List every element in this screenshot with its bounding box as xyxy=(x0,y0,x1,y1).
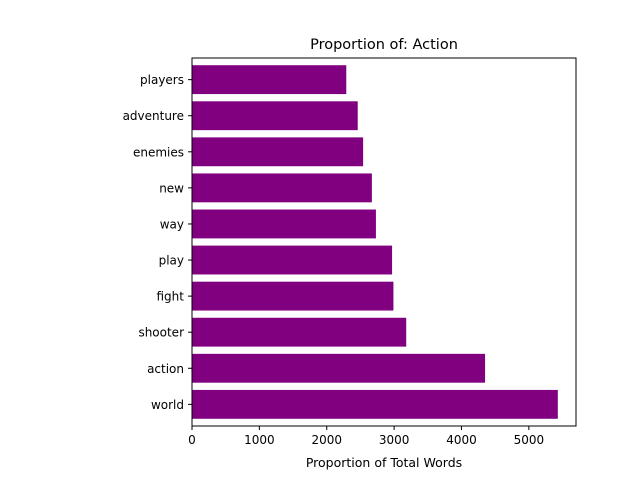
y-tick-label: players xyxy=(140,73,184,87)
x-axis-ticks: 0 1000 2000 3000 4000 5000 xyxy=(188,426,544,447)
bar-adventure xyxy=(192,101,358,131)
bar-way xyxy=(192,209,376,239)
y-axis-ticks: world action shooter fight play way new enemies… xyxy=(123,73,192,412)
x-axis-label: Proportion of Total Words xyxy=(306,455,462,470)
y-tick-label: fight xyxy=(157,290,185,304)
y-tick-label: enemies xyxy=(133,145,184,159)
plot-frame xyxy=(191,57,577,427)
y-tick-label: shooter xyxy=(138,326,184,340)
y-tick-label: adventure xyxy=(123,109,184,123)
bar-shooter xyxy=(192,317,407,347)
y-tick-label: way xyxy=(160,217,184,231)
y-tick-label: action xyxy=(147,362,184,376)
bar-world xyxy=(192,389,558,419)
x-tick-label: 4000 xyxy=(446,433,477,447)
x-tick-label: 1000 xyxy=(244,433,275,447)
x-tick-label: 2000 xyxy=(311,433,342,447)
bar-enemies xyxy=(192,137,364,167)
bar-play xyxy=(192,245,393,275)
x-tick-label: 0 xyxy=(188,433,196,447)
bar-new xyxy=(192,173,372,203)
bar-action xyxy=(192,353,486,383)
chart-title: Proportion of: Action xyxy=(310,37,458,53)
y-tick-label: play xyxy=(159,254,184,268)
bar-fight xyxy=(192,281,394,311)
bars-group xyxy=(192,65,558,419)
y-tick-label: world xyxy=(151,398,184,412)
y-tick-label: new xyxy=(159,181,184,195)
x-tick-label: 3000 xyxy=(379,433,410,447)
x-tick-label: 5000 xyxy=(514,433,545,447)
bar-players xyxy=(192,65,347,95)
